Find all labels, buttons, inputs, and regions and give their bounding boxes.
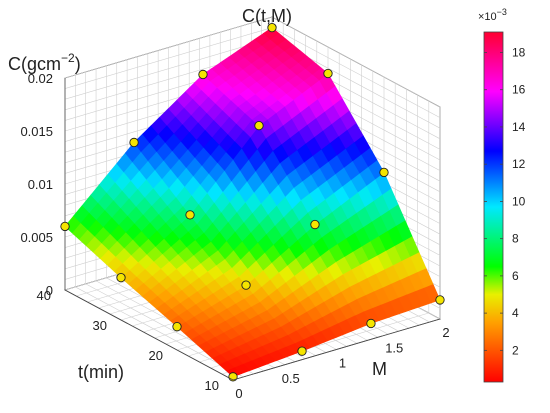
- data-marker: [116, 272, 126, 283]
- colorbar-tick-label: 16: [512, 83, 526, 97]
- data-marker: [323, 68, 333, 79]
- data-marker: [435, 295, 445, 305]
- data-marker: [267, 22, 277, 33]
- z-tick-label: 0.015: [20, 124, 53, 139]
- grid-line: [64, 27, 273, 89]
- y-tick-label: 10: [205, 378, 219, 393]
- surface-mesh: [64, 27, 441, 378]
- colorbar-tick-label: 14: [512, 120, 526, 134]
- grid-line: [64, 16, 273, 79]
- colorbar-multiplier-base: ×10: [478, 11, 497, 23]
- y-axis-label: t(min): [78, 362, 124, 382]
- colorbar-tick-label: 10: [512, 194, 526, 208]
- colorbar-multiplier-exponent: −3: [497, 7, 507, 17]
- colorbar-tick-label: 4: [512, 306, 519, 320]
- colorbar-gradient: [483, 31, 504, 383]
- x-axis-label: M: [372, 359, 387, 379]
- axis-edge: [64, 289, 234, 381]
- z-tick-label: 0: [46, 283, 53, 298]
- data-marker: [129, 137, 139, 148]
- colorbar-tick-label: 8: [512, 232, 519, 246]
- x-tick-label: 1.5: [385, 340, 403, 355]
- colorbar-tick-label: 12: [512, 157, 526, 171]
- colorbar-tick-label: 18: [512, 45, 526, 59]
- colorbar: ×10−3 2 4 6 8 10 12 14 16 18: [478, 7, 526, 383]
- z-tick-label: 0.01: [28, 177, 53, 192]
- z-axis-label: C(gcm−2): [8, 51, 81, 74]
- colorbar-multiplier: ×10−3: [478, 7, 507, 23]
- grid-line: [64, 37, 273, 100]
- data-marker: [241, 280, 251, 290]
- y-tick-label: 40: [37, 288, 51, 303]
- grid-line: [75, 286, 244, 378]
- data-marker: [185, 210, 195, 220]
- z-tick-label: 0.005: [20, 230, 53, 245]
- x-tick-label: 1: [339, 356, 346, 371]
- data-marker: [60, 221, 70, 232]
- x-tick-label: 2: [442, 325, 449, 340]
- chart-title: C(t,M): [242, 6, 292, 26]
- data-marker: [310, 219, 320, 230]
- x-tick-label: 0: [235, 386, 242, 401]
- data-marker: [172, 322, 182, 332]
- z-tick-label: 0.02: [28, 71, 53, 86]
- colorbar-ticks: 2 4 6 8 10 12 14 16 18: [484, 45, 526, 357]
- axis-edge: [232, 318, 441, 381]
- grid-line: [271, 16, 441, 108]
- colorbar-tick-label: 2: [512, 343, 519, 357]
- data-marker: [297, 346, 307, 356]
- colorbar-tick-label: 6: [512, 269, 519, 283]
- z-axis-label-close: ): [75, 54, 81, 74]
- grid-line: [271, 27, 441, 118]
- data-marker: [198, 69, 208, 80]
- z-axis-label-exponent: −2: [61, 51, 75, 65]
- data-marker: [379, 167, 389, 178]
- z-axis-label-base: C(gcm: [8, 54, 61, 74]
- data-markers: [60, 22, 445, 382]
- data-marker: [366, 318, 376, 329]
- y-tick-label: 30: [93, 318, 107, 333]
- y-tick-label: 20: [149, 348, 163, 363]
- x-tick-label: 0.5: [282, 371, 300, 386]
- data-marker: [254, 120, 264, 131]
